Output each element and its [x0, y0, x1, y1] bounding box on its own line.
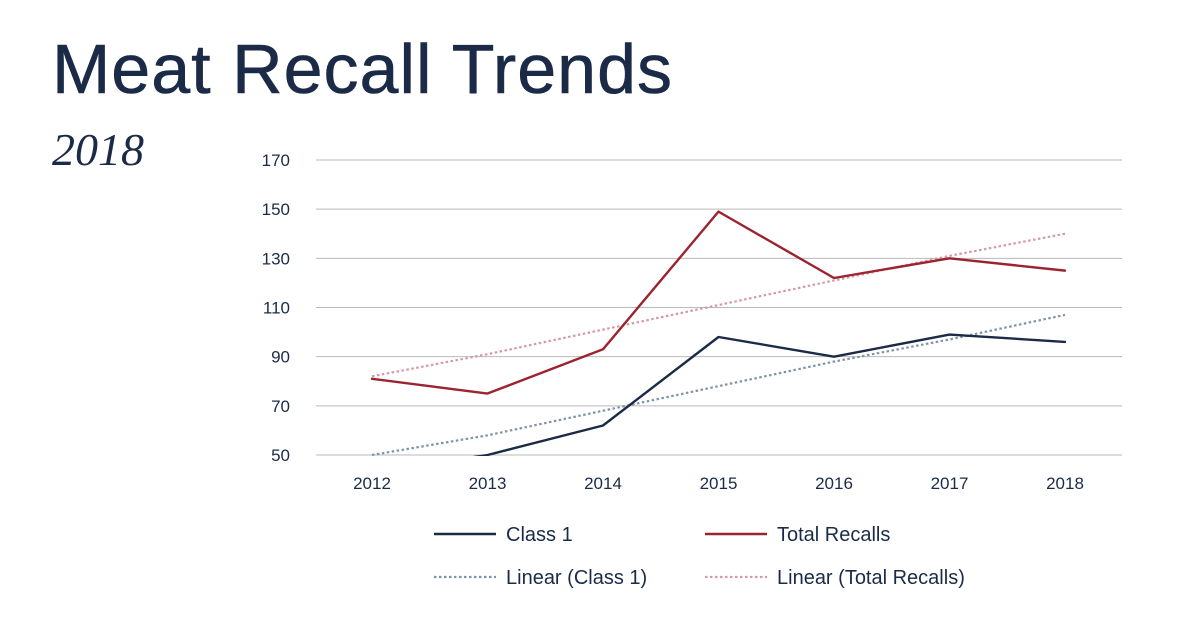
series-line-total-recalls	[370, 210, 1067, 395]
chart-title: Meat Recall Trends	[52, 30, 674, 109]
x-tick-label: 2018	[1046, 474, 1084, 493]
y-tick-label: 110	[263, 299, 290, 318]
legend: Class 1 Total Recalls Linear (Class 1) Line…	[434, 524, 965, 589]
x-tick-label: 2013	[469, 474, 507, 493]
legend-label-total-recalls: Total Recalls	[777, 524, 890, 546]
x-tick-label: 2014	[584, 474, 622, 493]
y-tick-label: 130	[262, 249, 290, 268]
x-axis-tick-labels: 2012 2013 2014 2015 2016 2017 2018	[353, 474, 1084, 493]
y-tick-label: 90	[271, 348, 290, 367]
legend-label-linear-total-recalls: Linear (Total Recalls)	[777, 567, 965, 589]
series-line-linear-class-1	[371, 313, 1066, 456]
legend-label-class-1: Class 1	[506, 524, 573, 546]
x-tick-label: 2012	[353, 474, 391, 493]
legend-label-linear-class-1: Linear (Class 1)	[506, 567, 647, 589]
series-lines	[370, 210, 1067, 456]
y-tick-label: 70	[271, 397, 290, 416]
x-tick-label: 2016	[815, 474, 853, 493]
y-tick-label: 150	[262, 200, 290, 219]
chart-subtitle: 2018	[52, 124, 144, 175]
grid-lines	[316, 159, 1122, 456]
x-tick-label: 2017	[931, 474, 969, 493]
series-line-linear-total-recalls	[371, 232, 1066, 378]
y-axis-tick-labels: 50 70 90 110 130 150 170	[262, 151, 290, 465]
x-tick-label: 2015	[700, 474, 738, 493]
series-line-class-1	[472, 333, 1067, 456]
y-tick-label: 50	[271, 446, 290, 465]
y-tick-label: 170	[262, 151, 290, 170]
